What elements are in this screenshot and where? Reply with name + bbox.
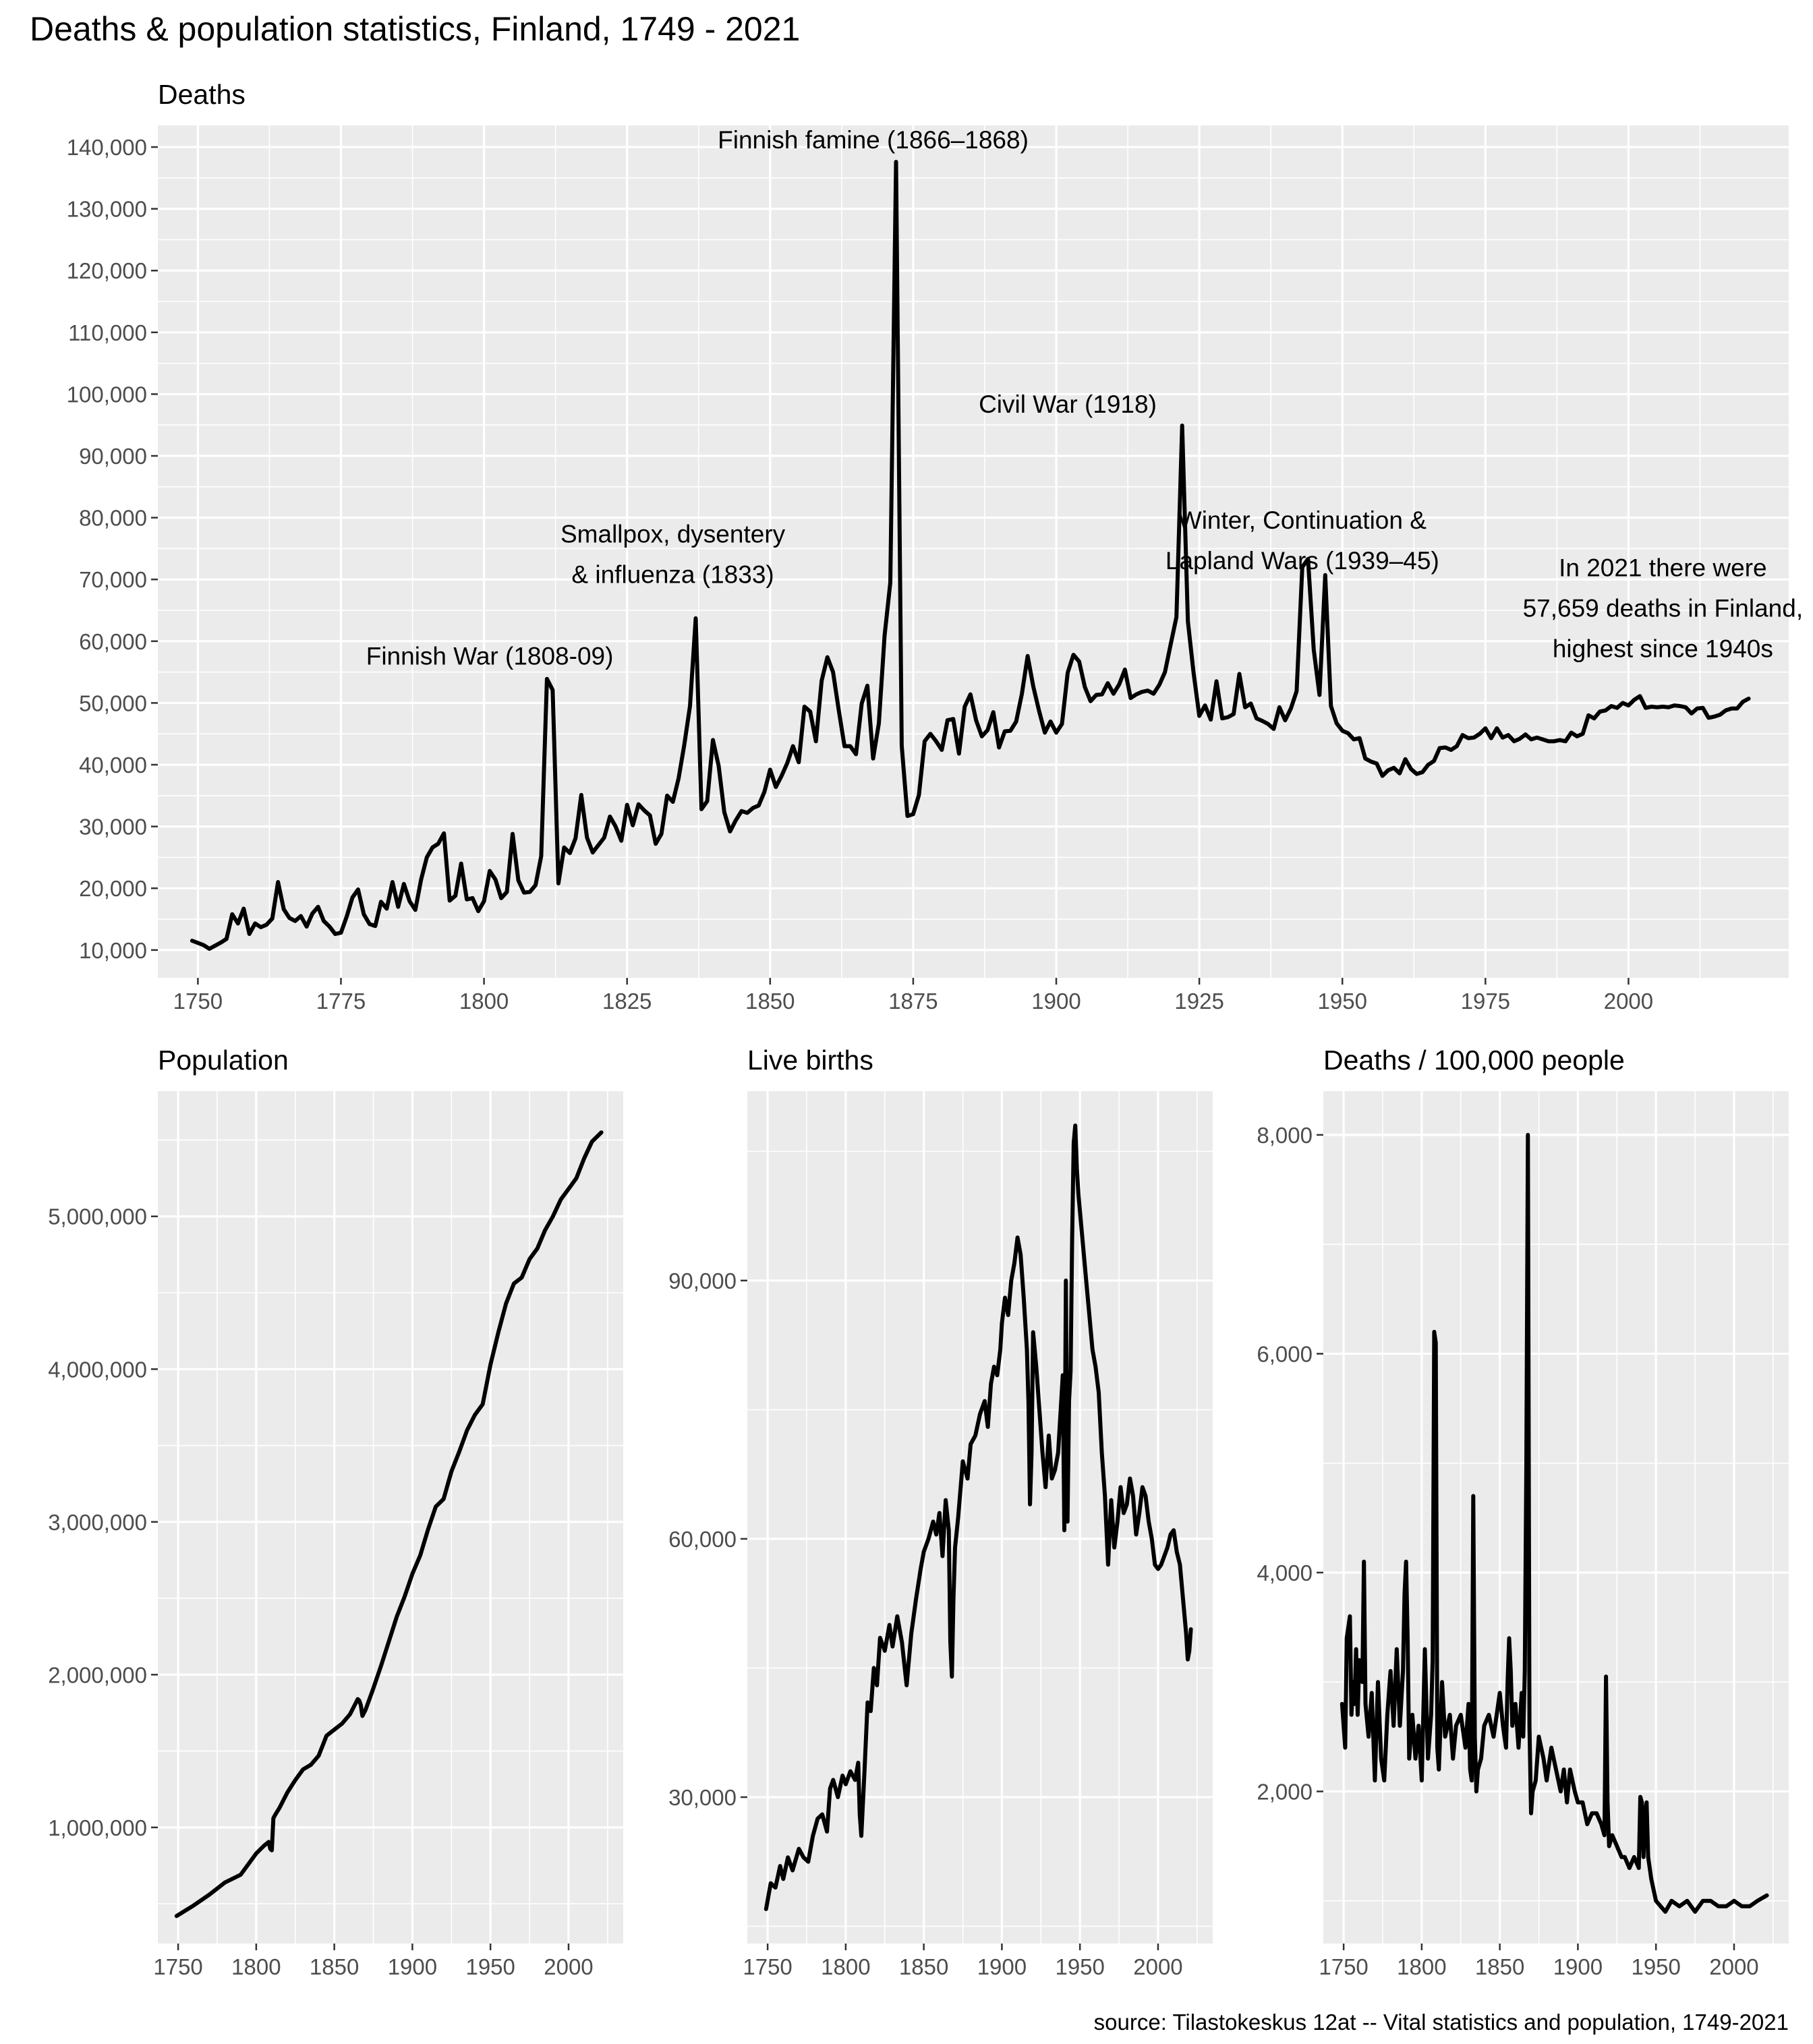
death_rate-x-tick-label: 1850 — [1475, 1954, 1524, 1979]
annotation-label: Finnish famine (1866–1868) — [718, 126, 1029, 154]
death_rate-x-tick-label: 1900 — [1553, 1954, 1603, 1979]
annotation-label: In 2021 there were 57,659 deaths in Finla… — [1523, 554, 1804, 663]
deaths-x-tick-label: 1950 — [1318, 989, 1367, 1014]
births-y-tick-label: 60,000 — [668, 1527, 737, 1552]
annotations: Finnish War (1808-09) Smallpox, dysentery… — [366, 126, 1803, 670]
deaths-y-tick-label: 130,000 — [67, 197, 147, 222]
population-panel: Population 1750 1800 1850 1900 1950 2000 1,000… — [48, 1045, 623, 1979]
figure-title: Deaths & population statistics, Finland,… — [30, 10, 800, 48]
deaths-x-tick-label: 1850 — [745, 989, 795, 1014]
death-rate-panel: Deaths / 100,000 people 1750 1800 1850 1900… — [1257, 1045, 1789, 1979]
deaths-panel-title: Deaths — [158, 79, 246, 110]
births-y-tick-label: 30,000 — [668, 1785, 737, 1810]
annotation-line: highest since 1940s — [1553, 635, 1773, 663]
population-panel-title: Population — [158, 1045, 289, 1076]
deaths-y-tick-label: 80,000 — [79, 506, 147, 531]
deaths-y-tick-label: 60,000 — [79, 629, 147, 654]
annotation-label: Civil War (1918) — [979, 390, 1157, 418]
births-x-tick-label: 1900 — [977, 1954, 1027, 1979]
annotation-line: Lapland Wars (1939–45) — [1166, 547, 1439, 575]
deaths-x-tick-label: 2000 — [1604, 989, 1653, 1014]
births-y-tick-label: 90,000 — [668, 1268, 737, 1293]
death_rate-series-line — [1340, 1132, 1769, 1914]
annotation-line: 57,659 deaths in Finland, — [1523, 595, 1804, 622]
death_rate-panel-background — [1323, 1091, 1789, 1944]
source-caption: source: Tilastokeskus 12at -- Vital stat… — [1094, 2010, 1789, 2035]
annotation-line: Civil War (1918) — [979, 390, 1157, 418]
annotation-line: Smallpox, dysentery — [560, 520, 786, 548]
deaths-panel: Deaths 1750 1775 1800 1825 1850 1875 1900 1925 1… — [67, 79, 1789, 1014]
deaths-y-tick-label: 90,000 — [79, 444, 147, 469]
death_rate-y-tick-label: 2,000 — [1257, 1779, 1313, 1804]
population-x-tick-label: 1950 — [465, 1954, 515, 1979]
population-y-tick-label: 3,000,000 — [48, 1510, 147, 1535]
deaths-y-tick-label: 10,000 — [79, 938, 147, 963]
deaths-x-tick-label: 1800 — [459, 989, 509, 1014]
population-series-line — [174, 1130, 604, 1919]
annotation-line: & influenza (1833) — [571, 560, 774, 588]
population-x-tick-label: 1900 — [388, 1954, 437, 1979]
births-panel: Live births 1750 1800 1850 1900 1950 2000 30,0… — [668, 1045, 1213, 1979]
deaths-y-tick-label: 30,000 — [79, 815, 147, 840]
population-y-tick-label: 2,000,000 — [48, 1662, 147, 1687]
deaths-panel-background — [158, 125, 1789, 978]
births-x-tick-label: 1750 — [743, 1954, 792, 1979]
population-y-tick-label: 1,000,000 — [48, 1815, 147, 1840]
annotation-label: Smallpox, dysentery & influenza (1833) — [560, 520, 786, 588]
death-rate-panel-title: Deaths / 100,000 people — [1323, 1045, 1625, 1076]
annotation-line: In 2021 there were — [1559, 554, 1767, 582]
births-x-tick-label: 1950 — [1055, 1954, 1104, 1979]
deaths-series-line — [190, 160, 1751, 951]
deaths-x-tick-label: 1750 — [173, 989, 223, 1014]
population-y-tick-label: 5,000,000 — [48, 1204, 147, 1229]
annotation-label: Winter, Continuation & Lapland Wars (1939… — [1166, 506, 1439, 575]
deaths-y-tick-label: 110,000 — [68, 320, 147, 345]
deaths-x-tick-label: 1975 — [1461, 989, 1510, 1014]
death_rate-x-tick-label: 1750 — [1319, 1954, 1368, 1979]
deaths-x-tick-label: 1775 — [316, 989, 366, 1014]
deaths-x-tick-label: 1900 — [1031, 989, 1081, 1014]
death_rate-y-tick-label: 8,000 — [1257, 1123, 1313, 1148]
population-y-tick-label: 4,000,000 — [48, 1357, 147, 1382]
death_rate-x-tick-label: 2000 — [1709, 1954, 1758, 1979]
annotation-line: Finnish famine (1866–1868) — [718, 126, 1029, 154]
deaths-y-tick-label: 100,000 — [67, 382, 147, 407]
annotation-line: Winter, Continuation & — [1178, 506, 1427, 534]
annotation-line: Finnish War (1808-09) — [366, 643, 614, 670]
death_rate-y-tick-label: 4,000 — [1257, 1560, 1313, 1585]
death_rate-x-tick-label: 1800 — [1397, 1954, 1446, 1979]
annotation-label: Finnish War (1808-09) — [366, 643, 614, 670]
death_rate-x-tick-label: 1950 — [1631, 1954, 1680, 1979]
births-x-tick-label: 2000 — [1133, 1954, 1182, 1979]
deaths-x-tick-label: 1825 — [602, 989, 652, 1014]
deaths-y-tick-label: 50,000 — [79, 691, 147, 716]
deaths-y-tick-label: 120,000 — [67, 258, 147, 283]
deaths-y-tick-label: 70,000 — [79, 567, 147, 592]
population-x-tick-label: 1800 — [231, 1954, 281, 1979]
deaths-x-tick-label: 1875 — [888, 989, 938, 1014]
population-x-tick-label: 1850 — [310, 1954, 359, 1979]
population-x-tick-label: 1750 — [153, 1954, 202, 1979]
death_rate-y-tick-label: 6,000 — [1257, 1341, 1313, 1366]
population-x-tick-label: 2000 — [544, 1954, 593, 1979]
births-x-tick-label: 1800 — [821, 1954, 870, 1979]
deaths-y-tick-label: 20,000 — [79, 876, 147, 901]
deaths-y-tick-label: 40,000 — [79, 753, 147, 778]
births-x-tick-label: 1850 — [899, 1954, 948, 1979]
deaths-x-tick-label: 1925 — [1174, 989, 1224, 1014]
births-panel-title: Live births — [747, 1045, 873, 1076]
deaths-y-tick-label: 140,000 — [67, 135, 147, 160]
births-series-line — [764, 1123, 1193, 1911]
births-panel-background — [747, 1091, 1213, 1944]
